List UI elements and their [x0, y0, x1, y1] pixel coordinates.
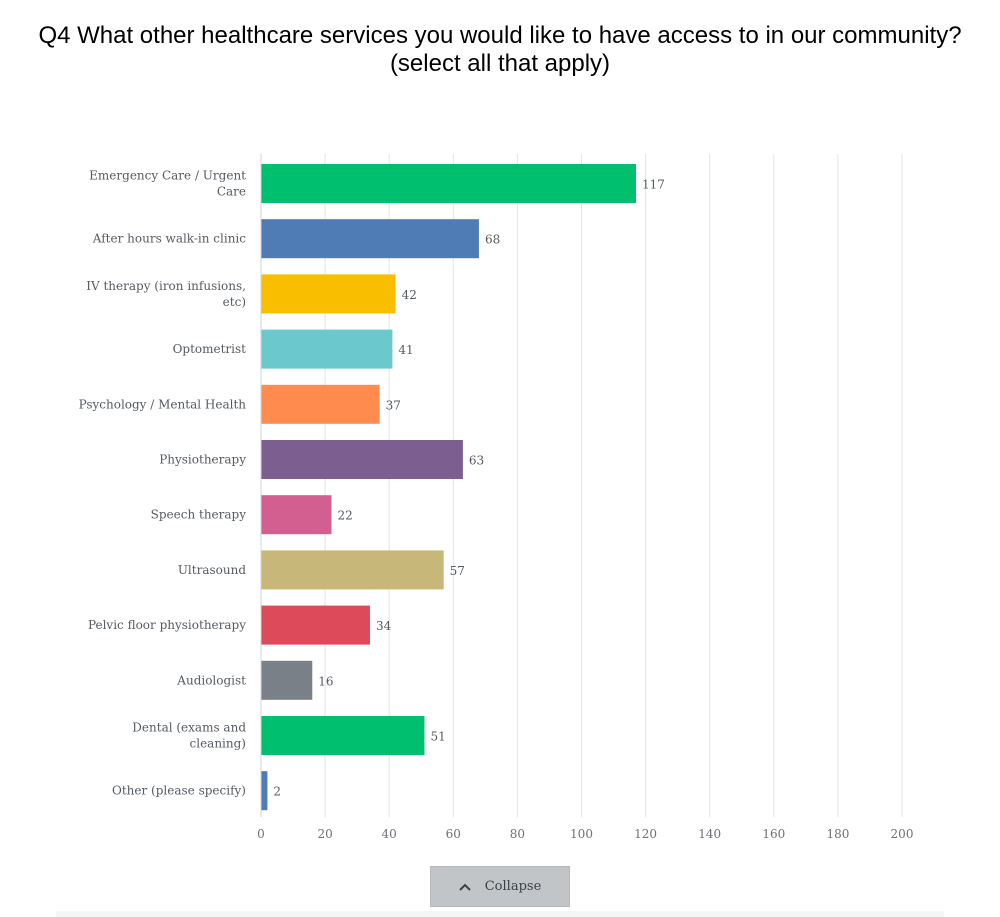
x-tick-label-40: 40	[382, 827, 397, 841]
bar-11	[261, 716, 425, 755]
x-tick-label-140: 140	[698, 827, 721, 841]
bar-8	[261, 550, 444, 590]
bar-value-label-6: 63	[469, 454, 484, 468]
bar-2	[261, 219, 479, 259]
category-label-6: Physiotherapy	[159, 453, 246, 467]
x-tick-label-200: 200	[891, 827, 914, 841]
category-label-5: Psychology / Mental Health	[79, 397, 247, 411]
bar-9	[261, 605, 370, 645]
bar-value-label-10: 16	[318, 674, 333, 688]
panel-bottom-edge	[56, 911, 944, 917]
bar-7	[261, 495, 332, 535]
chart-title-line-2: (select all that apply)	[389, 50, 611, 77]
x-tick-label-120: 120	[634, 827, 657, 841]
category-label-8: Ultrasound	[178, 563, 247, 577]
bar-5	[261, 384, 380, 424]
category-label-line: Other (please specify)	[112, 784, 246, 798]
bar-value-label-1: 117	[642, 178, 665, 192]
category-label-3: IV therapy (iron infusions, etc)	[86, 279, 246, 309]
category-label-line: Physiotherapy	[159, 453, 246, 467]
bar-1	[261, 164, 636, 203]
category-label-line: Ultrasound	[178, 563, 247, 577]
category-label-line: IV therapy (iron infusions,	[86, 279, 246, 293]
collapse-label: Collapse	[484, 879, 542, 894]
bar-value-label-9: 34	[376, 619, 392, 633]
chart-title-line-1: Q4 What other healthcare services you wo…	[38, 22, 962, 49]
x-tick-label-160: 160	[762, 827, 785, 841]
x-tick-label-20: 20	[317, 827, 332, 841]
chevron-up-icon	[459, 883, 471, 891]
x-tick-label-100: 100	[570, 827, 593, 841]
category-label-line: Speech therapy	[151, 508, 247, 522]
category-label-line: Emergency Care / Urgent	[89, 169, 246, 183]
bar-value-label-8: 57	[450, 564, 465, 578]
category-label-line: cleaning)	[190, 737, 246, 751]
x-tick-label-180: 180	[826, 827, 849, 841]
bar-4	[261, 329, 393, 369]
category-label-9: Pelvic floor physiotherapy	[88, 618, 246, 632]
category-label-4: Optometrist	[173, 342, 247, 356]
category-label-10: Audiologist	[176, 673, 246, 687]
category-label-line: etc)	[223, 295, 246, 309]
bar-6	[261, 440, 463, 479]
bar-value-label-4: 41	[398, 343, 413, 357]
category-label-line: Optometrist	[173, 342, 247, 356]
collapse-button[interactable]: Collapse	[430, 866, 570, 907]
bar-value-label-11: 51	[430, 730, 445, 744]
bar-value-label-3: 42	[402, 288, 417, 302]
bar-chart: 0 20 40 60 80 100 120 140 160 180 200 117 Emergency …	[79, 154, 914, 841]
bar-value-label-12: 2	[273, 785, 281, 799]
x-tick-label-60: 60	[446, 827, 461, 841]
category-label-line: Psychology / Mental Health	[79, 397, 247, 411]
category-label-11: Dental (exams and cleaning)	[132, 721, 246, 751]
category-label-line: Audiologist	[176, 673, 246, 687]
category-label-1: Emergency Care / Urgent Care	[89, 169, 246, 199]
category-label-12: Other (please specify)	[112, 784, 246, 798]
x-tick-label-0: 0	[257, 827, 265, 841]
bar-value-label-5: 37	[386, 398, 401, 412]
category-label-line: Care	[217, 185, 246, 199]
category-label-7: Speech therapy	[151, 508, 247, 522]
bar-12	[261, 771, 268, 811]
bar-value-label-7: 22	[338, 509, 353, 523]
chart-title: Q4 What other healthcare services you wo…	[0, 22, 1000, 78]
category-label-line: Pelvic floor physiotherapy	[88, 618, 246, 632]
category-label-line: Dental (exams and	[132, 721, 246, 735]
x-tick-label-80: 80	[510, 827, 525, 841]
bar-3	[261, 274, 396, 314]
category-label-2: After hours walk-in clinic	[92, 232, 246, 246]
bar-value-label-2: 68	[485, 233, 500, 247]
category-label-line: After hours walk-in clinic	[92, 232, 246, 246]
bar-10	[261, 660, 313, 700]
